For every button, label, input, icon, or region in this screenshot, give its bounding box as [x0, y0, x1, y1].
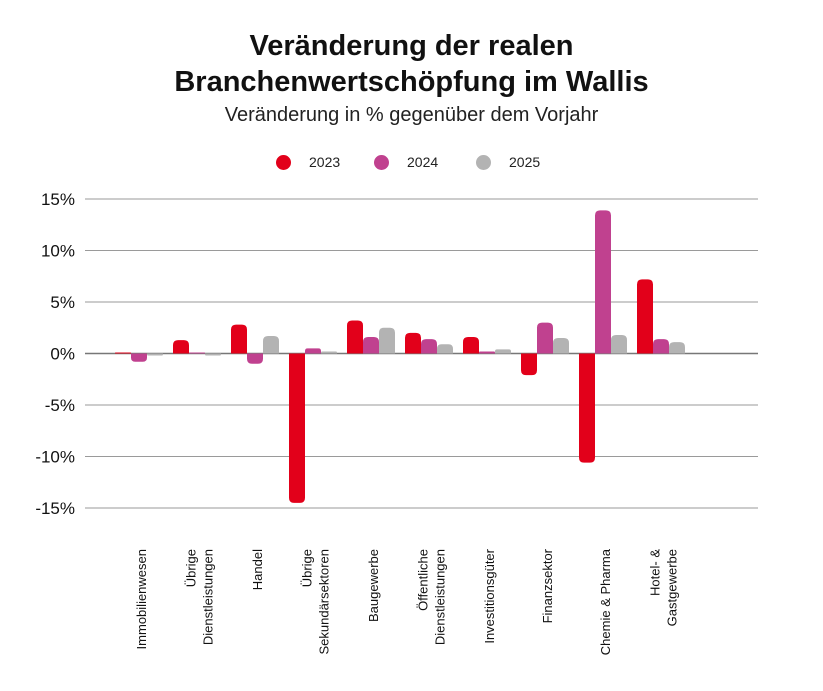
legend-swatch-2025 — [476, 154, 491, 170]
x-category-label: Hotel- & Gastgewerbe — [648, 549, 680, 627]
y-tick-label: -10% — [35, 448, 75, 467]
x-category-label: Chemie & Pharma — [598, 548, 613, 655]
x-category-label-line: Gastgewerbe — [665, 549, 680, 626]
legend-item-2023: 2023 — [276, 150, 340, 174]
bar-2023-6 — [463, 337, 479, 354]
bar-2024-2 — [247, 353, 263, 364]
bar-2025-0 — [147, 353, 163, 356]
bar-2023-0 — [115, 352, 131, 354]
y-tick-label: 15% — [41, 190, 75, 209]
x-category-label-line: Investitionsgüter — [482, 548, 497, 643]
legend-label-2025: 2025 — [509, 154, 541, 170]
chart-title-line-2: Branchenwertschöpfung im Wallis — [174, 66, 649, 98]
y-tick-label: -5% — [45, 396, 75, 415]
bar-2025-8 — [611, 334, 627, 354]
legend-item-2025: 2025 — [476, 150, 540, 174]
bar-2024-4 — [363, 337, 379, 354]
bar-2025-6 — [495, 349, 511, 354]
x-category-label-line: Dienstleistungen — [201, 549, 216, 645]
bar-2025-1 — [205, 353, 221, 356]
bar-2024-3 — [305, 348, 321, 354]
x-category-label-line: Finanzsektor — [540, 548, 555, 623]
bar-2024-9 — [653, 339, 669, 354]
x-category-label: Übrige Dienstleistungen — [184, 549, 216, 645]
x-category-label-line: Immobilienwesen — [134, 549, 149, 649]
bar-2024-6 — [479, 351, 495, 354]
y-tick-label: 0% — [50, 345, 75, 364]
x-category-label: Investitionsgüter — [482, 548, 497, 643]
legend-label-2023: 2023 — [309, 154, 341, 170]
x-category-label: Finanzsektor — [540, 548, 555, 623]
bar-2024-5 — [421, 339, 437, 354]
x-category-label: Immobilienwesen — [134, 549, 149, 649]
legend-swatch-2023 — [276, 154, 291, 170]
x-category-label-line: Chemie & Pharma — [598, 548, 613, 655]
legend-label-2024: 2024 — [407, 154, 439, 170]
bar-2023-4 — [347, 320, 363, 354]
x-category-label-line: Übrige — [184, 549, 199, 587]
x-category-label-line: Baugewerbe — [366, 549, 381, 622]
x-category-label-line: Sekundärsektoren — [317, 549, 332, 655]
bar-2023-7 — [521, 353, 537, 376]
chart-title-line-1: Veränderung der realen — [249, 30, 574, 62]
y-tick-label: -15% — [35, 499, 75, 518]
x-category-label: Baugewerbe — [366, 549, 381, 622]
x-category-label-line: Hotel- & — [648, 549, 663, 596]
bar-2025-4 — [379, 327, 395, 354]
x-category-label-line: Öffentliche — [416, 549, 431, 611]
x-category-label: Übrige Sekundärsektoren — [300, 549, 332, 655]
legend-item-2024: 2024 — [374, 150, 438, 174]
bar-2025-7 — [553, 338, 569, 354]
bar-2025-9 — [669, 342, 685, 354]
chart-subtitle: Veränderung in % gegenüber dem Vorjahr — [224, 104, 599, 126]
bar-2023-8 — [579, 353, 595, 463]
legend-swatch-2024 — [374, 154, 389, 170]
y-axis-labels: 15% 10% 5% 0% -5% -10% -15% — [35, 190, 75, 518]
bar-2025-5 — [437, 344, 453, 354]
bar-layer — [115, 210, 685, 503]
bar-2025-2 — [263, 335, 279, 354]
bar-2025-3 — [321, 351, 337, 354]
x-category-label-line: Übrige — [300, 549, 315, 587]
bar-2023-1 — [173, 340, 189, 354]
bar-2024-1 — [189, 352, 205, 354]
x-category-label-line: Handel — [250, 549, 265, 590]
bar-2024-0 — [131, 353, 147, 362]
x-category-label: Handel — [250, 549, 265, 590]
y-tick-label: 10% — [41, 242, 75, 261]
bar-2023-2 — [231, 324, 247, 354]
y-tick-label: 5% — [50, 293, 75, 312]
x-category-label-line: Dienstleistungen — [433, 549, 448, 645]
x-category-label: Öffentliche Dienstleistungen — [416, 549, 448, 645]
bar-2024-8 — [595, 210, 611, 354]
bar-2023-3 — [289, 353, 305, 503]
x-axis-labels: Immobilienwesen Übrige Dienstleistungen Han… — [134, 548, 680, 655]
bar-2023-9 — [637, 279, 653, 354]
bar-2024-7 — [537, 322, 553, 354]
bar-2023-5 — [405, 332, 421, 354]
